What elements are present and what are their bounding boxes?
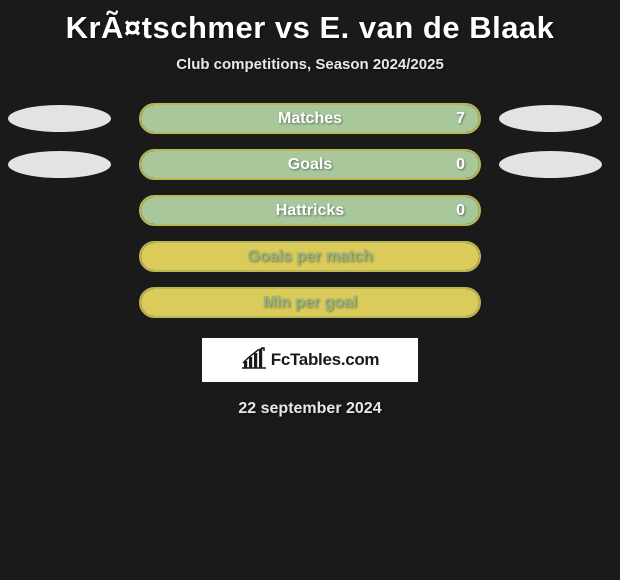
stat-row: Matches 7 [0,103,620,134]
date-text: 22 september 2024 [238,400,381,418]
stat-bar-min-per-goal: Min per goal [139,287,481,318]
logo-text: FcTables.com [271,350,380,370]
stat-row: Hattricks 0 [0,195,620,226]
player-right-marker [499,105,602,132]
bar-fill [141,197,479,224]
stat-bar-matches: Matches 7 [139,103,481,134]
player-left-marker [8,105,111,132]
bar-value: 7 [456,110,465,128]
bar-fill [141,243,479,270]
bar-fill [141,105,479,132]
stat-rows: Matches 7 Goals 0 Hattricks 0 [0,103,620,318]
player-left-marker [8,151,111,178]
bar-value: 0 [456,202,465,220]
stat-row: Goals per match [0,241,620,272]
player-right-marker [499,151,602,178]
subtitle: Club competitions, Season 2024/2025 [176,56,444,73]
stat-bar-goals: Goals 0 [139,149,481,180]
bar-fill [141,289,479,316]
page-title: KrÃ¤tschmer vs E. van de Blaak [66,4,555,56]
stat-row: Min per goal [0,287,620,318]
logo-box[interactable]: FcTables.com [202,338,418,382]
bar-fill [141,151,479,178]
stat-bar-hattricks: Hattricks 0 [139,195,481,226]
bar-value: 0 [456,156,465,174]
stat-row: Goals 0 [0,149,620,180]
stat-bar-goals-per-match: Goals per match [139,241,481,272]
infographic-container: KrÃ¤tschmer vs E. van de Blaak Club comp… [0,0,620,418]
chart-icon [241,347,267,374]
